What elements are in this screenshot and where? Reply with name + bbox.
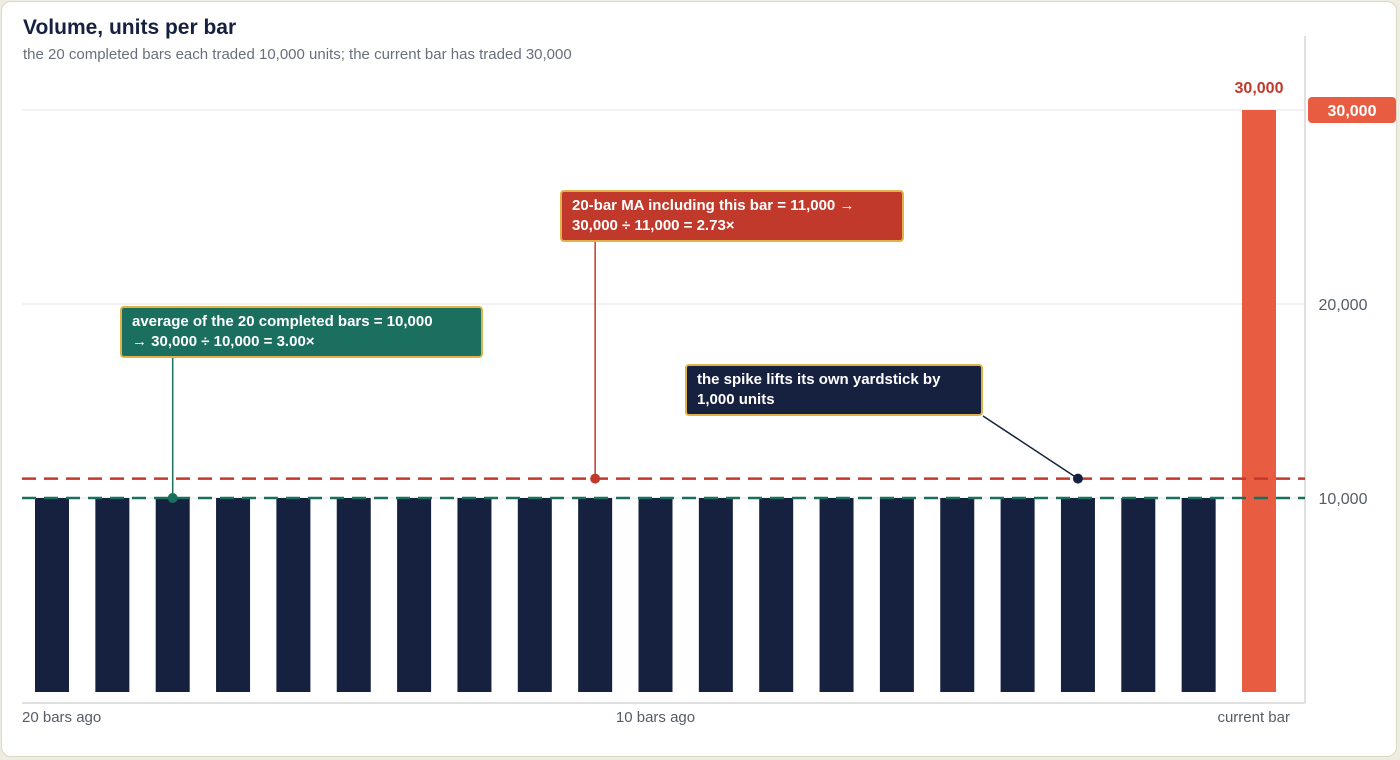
current-volume-bar [1242,110,1276,692]
x-tick-label: current bar [1217,709,1290,726]
volume-bar [1181,498,1216,692]
volume-bar [336,498,371,692]
callout-connector [982,415,1079,480]
x-tick-label: 20 bars ago [22,709,101,726]
volume-bar [216,498,251,692]
volume-bar [1000,498,1035,692]
volume-bar [95,498,130,692]
chart-subtitle: the 20 completed bars each traded 10,000… [23,46,572,63]
current-value-axis-marker [1308,97,1396,123]
average-callout-line-2: → 30,000 ÷ 10,000 = 3.00× [132,333,315,350]
volume-bar [819,498,854,692]
volume-bar [1121,498,1156,692]
average-callout-line-1: average of the 20 completed bars = 10,00… [132,313,433,330]
moving-average-callout-line-2: 30,000 ÷ 11,000 = 2.73× [572,217,735,234]
current-bar-value-label: 30,000 [1235,80,1284,97]
volume-bar [517,498,552,692]
volume-bar [155,498,190,692]
x-tick-label: 10 bars ago [616,709,695,726]
current-value-axis-label: 30,000 [1328,103,1377,120]
y-tick-label: 10,000 [1319,491,1368,508]
volume-bar [698,498,733,692]
volume-bar [879,498,914,692]
volume-bar [638,498,673,692]
volume-bar [940,498,975,692]
volume-bar [457,498,492,692]
spike-callout-line-2: 1,000 units [697,391,775,408]
moving-average-callout-line-1: 20-bar MA including this bar = 11,000 → [572,197,855,214]
volume-bar [1060,498,1095,692]
callout-anchor-dot [1072,473,1083,484]
spike-callout-line-1: the spike lifts its own yardstick by [697,371,941,388]
volume-bar [35,498,69,692]
chart-title: Volume, units per bar [23,16,237,39]
volume-bar [759,498,794,692]
volume-bar [397,498,432,692]
volume-bar [276,498,311,692]
average-callout: average of the 20 completed bars = 10,00… [120,306,483,358]
y-tick-label: 20,000 [1319,297,1368,314]
callout-anchor-dot [590,473,601,484]
callout-anchor-dot [167,493,178,503]
spike-callout: the spike lifts its own yardstick by 1,0… [685,364,983,416]
volume-bar [578,498,613,692]
moving-average-callout: 20-bar MA including this bar = 11,000 → … [560,190,904,242]
